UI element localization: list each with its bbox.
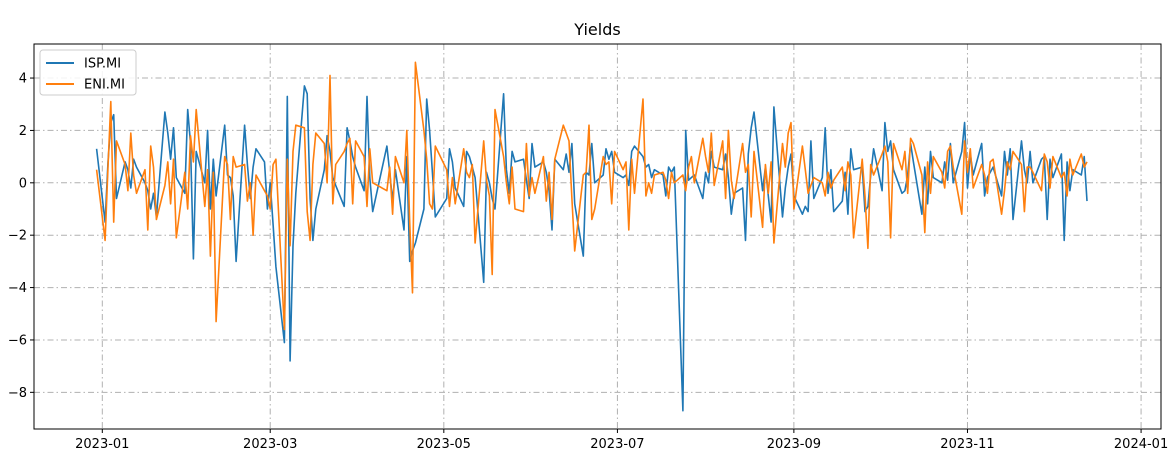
plot-frame	[33, 43, 1162, 430]
y-tick-label: −2	[8, 229, 27, 244]
y-tick-label: −8	[8, 386, 27, 401]
x-tick-label: 2023-07	[590, 437, 644, 452]
x-tick-label: 2023-05	[417, 437, 471, 452]
x-tick-label: 2023-11	[940, 437, 994, 452]
x-tick-label: 2023-03	[243, 437, 297, 452]
y-tick-label: −6	[8, 333, 27, 348]
chart-title: Yields	[573, 20, 620, 39]
x-tick-label: 2024-01	[1114, 437, 1168, 452]
x-tick-label: 2023-01	[75, 437, 129, 452]
legend-label: ISP.MI	[84, 57, 121, 72]
legend-label: ENI.MI	[84, 78, 125, 93]
series-line-eni-mi	[95, 61, 1088, 331]
series-line-isp-mi	[95, 85, 1088, 412]
y-tick-label: 2	[19, 124, 27, 139]
y-tick-label: 4	[19, 72, 27, 87]
grid	[34, 44, 1161, 429]
y-tick-label: −4	[8, 281, 27, 296]
legend: ISP.MI ENI.MI	[39, 49, 137, 96]
axis-ticks: 2023-01 2023-03 2023-05 2023-07 2023-09 2023-…	[8, 72, 1168, 452]
x-tick-label: 2023-09	[767, 437, 821, 452]
series-lines	[95, 61, 1088, 412]
y-tick-label: 0	[19, 176, 27, 191]
